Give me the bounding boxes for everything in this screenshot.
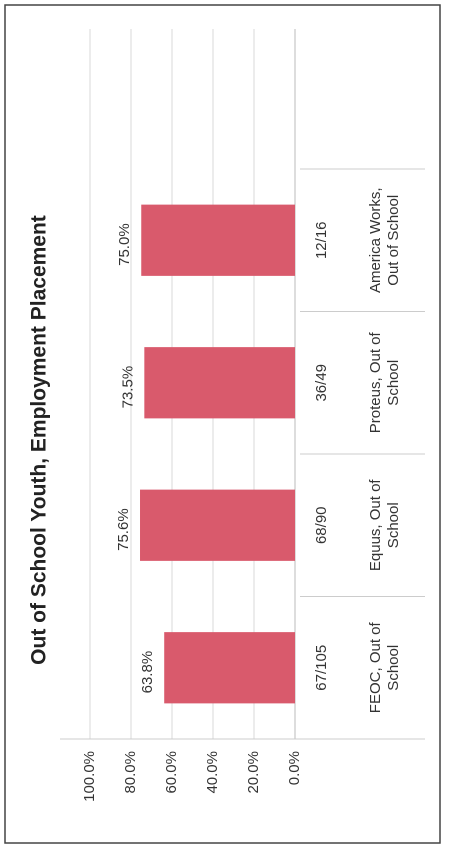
chart-title: Out of School Youth, Employment Placemen… [28, 215, 51, 665]
y-tick-label: 80.0% [122, 751, 139, 794]
y-tick-label: 20.0% [245, 751, 262, 794]
y-tick-label: 100.0% [81, 751, 98, 802]
count-label: 68/90 [313, 506, 330, 544]
value-label: 63.8% [139, 651, 156, 694]
bar [141, 204, 295, 276]
count-label: 12/16 [313, 221, 330, 259]
bar [164, 632, 295, 704]
value-label: 75.0% [116, 223, 133, 266]
x-tick-label: Equus, Out ofSchool [367, 479, 402, 572]
bar [144, 347, 295, 419]
x-tick-label: America Works,Out of School [367, 187, 402, 293]
value-label: 73.5% [119, 366, 136, 409]
frame [4, 4, 441, 844]
count-label: 36/49 [313, 364, 330, 402]
y-tick-label: 40.0% [204, 751, 221, 794]
y-tick-label: 60.0% [163, 751, 180, 794]
x-tick-label: Proteus, Out ofSchool [367, 331, 402, 433]
x-tick-label: FEOC, Out ofSchool [367, 621, 402, 713]
value-label: 75.6% [115, 508, 132, 551]
count-label: 67/105 [313, 645, 330, 691]
bar [140, 489, 295, 561]
chart: Out of School Youth, Employment Placemen… [28, 29, 425, 802]
y-tick-label: 0.0% [286, 751, 303, 785]
